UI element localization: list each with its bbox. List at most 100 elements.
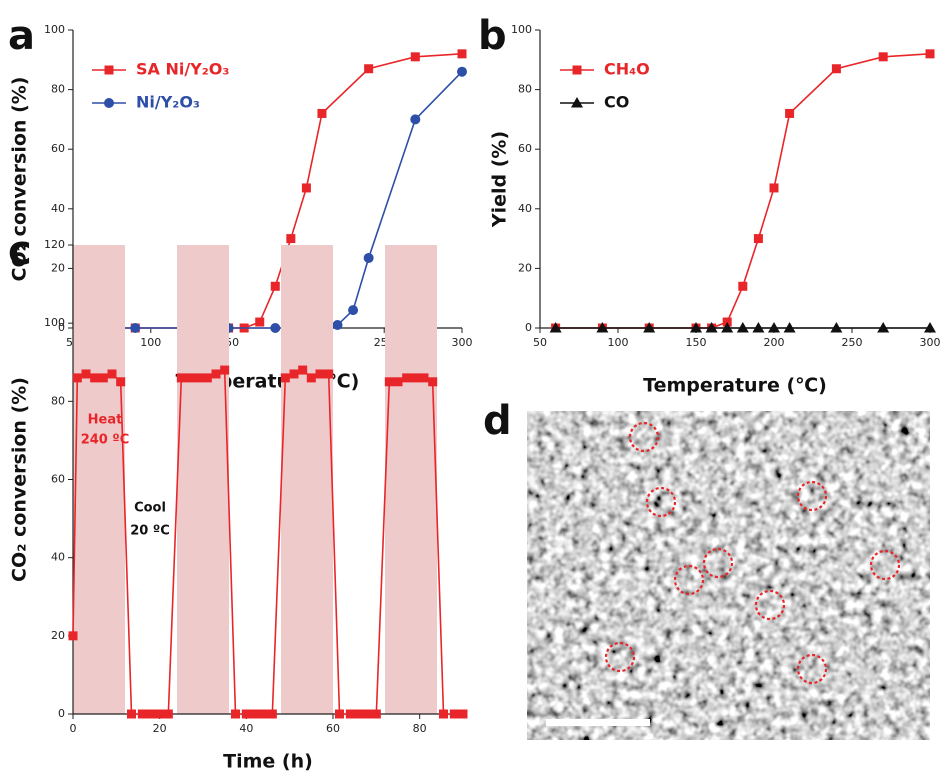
micrograph-texture xyxy=(527,411,930,740)
marker xyxy=(69,631,78,640)
marker xyxy=(457,67,467,77)
marker xyxy=(164,710,173,719)
x-tick-label: 60 xyxy=(326,722,340,735)
marker xyxy=(186,373,195,382)
x-tick-label: 0 xyxy=(70,722,77,735)
y-tick-label: 120 xyxy=(44,238,65,251)
marker xyxy=(410,114,420,124)
x-axis-title: Time (h) xyxy=(223,751,313,773)
y-tick-label: 100 xyxy=(44,316,65,329)
marker xyxy=(298,366,307,375)
y-tick-label: 20 xyxy=(51,261,65,274)
x-tick-label: 300 xyxy=(920,336,941,349)
x-tick-label: 40 xyxy=(239,722,253,735)
marker xyxy=(420,373,429,382)
legend-label: CO xyxy=(604,93,629,112)
marker xyxy=(346,710,355,719)
y-tick-label: 60 xyxy=(51,142,65,155)
marker xyxy=(255,318,264,327)
marker xyxy=(90,373,99,382)
y-tick-label: 80 xyxy=(51,83,65,96)
x-tick-label: 80 xyxy=(413,722,427,735)
marker xyxy=(242,710,251,719)
marker xyxy=(926,49,935,58)
x-tick-label: 50 xyxy=(533,336,547,349)
x-tick-label: 20 xyxy=(153,722,167,735)
marker xyxy=(290,369,299,378)
panel-label: c xyxy=(8,228,32,274)
marker xyxy=(363,710,372,719)
y-tick-label: 40 xyxy=(518,202,532,215)
marker xyxy=(281,373,290,382)
panel-label: a xyxy=(8,13,35,59)
panel-label: b xyxy=(478,13,507,59)
y-tick-label: 80 xyxy=(51,394,65,407)
marker xyxy=(231,710,240,719)
marker xyxy=(402,373,411,382)
annotation: Heat xyxy=(88,413,123,428)
shaded-region xyxy=(73,245,125,714)
marker xyxy=(105,66,114,75)
marker xyxy=(459,710,468,719)
marker xyxy=(127,710,136,719)
legend-label: SA Ni/Y₂O₃ xyxy=(136,60,229,79)
marker xyxy=(212,369,221,378)
marker xyxy=(302,183,311,192)
annotation: Cool xyxy=(134,501,166,516)
marker xyxy=(138,710,147,719)
y-tick-label: 100 xyxy=(44,23,65,36)
shaded-region xyxy=(281,245,333,714)
marker xyxy=(411,52,420,61)
x-axis-title: Temperature (℃) xyxy=(643,375,827,397)
marker xyxy=(335,710,344,719)
y-tick-label: 40 xyxy=(51,551,65,564)
shaded-region xyxy=(385,245,437,714)
marker xyxy=(82,369,91,378)
marker xyxy=(99,373,108,382)
marker xyxy=(785,109,794,118)
marker xyxy=(268,710,277,719)
scale-bar xyxy=(546,719,650,726)
annotation: 240 ºC xyxy=(81,433,130,448)
marker xyxy=(203,373,212,382)
marker xyxy=(259,710,268,719)
marker xyxy=(307,373,316,382)
marker xyxy=(458,49,467,58)
marker xyxy=(333,320,343,330)
y-tick-label: 60 xyxy=(518,142,532,155)
marker xyxy=(411,373,420,382)
marker xyxy=(879,52,888,61)
y-tick-label: 40 xyxy=(51,202,65,215)
marker xyxy=(155,710,164,719)
marker xyxy=(108,369,117,378)
marker xyxy=(439,710,448,719)
y-tick-label: 60 xyxy=(51,473,65,486)
y-tick-label: 100 xyxy=(511,23,532,36)
x-tick-label: 200 xyxy=(764,336,785,349)
marker xyxy=(194,373,203,382)
marker xyxy=(738,282,747,291)
shaded-region xyxy=(177,245,229,714)
y-tick-label: 80 xyxy=(518,83,532,96)
legend-label: Ni/Y₂O₃ xyxy=(136,93,200,112)
y-axis-title: CO₂ conversion (%) xyxy=(9,377,31,582)
marker xyxy=(104,98,114,108)
marker xyxy=(428,377,437,386)
marker xyxy=(271,282,280,291)
marker xyxy=(316,369,325,378)
marker xyxy=(317,109,326,118)
marker xyxy=(385,377,394,386)
marker xyxy=(147,710,156,719)
x-tick-label: 250 xyxy=(842,336,863,349)
figure: a50100150200250300020406080100Temperatur… xyxy=(0,0,945,775)
marker xyxy=(177,373,186,382)
marker xyxy=(832,64,841,73)
marker xyxy=(324,369,333,378)
marker xyxy=(394,377,403,386)
marker xyxy=(73,373,82,382)
y-tick-label: 20 xyxy=(518,261,532,274)
marker xyxy=(286,234,295,243)
marker xyxy=(130,323,140,333)
marker xyxy=(116,377,125,386)
y-axis-title: Yield (%) xyxy=(489,131,511,228)
